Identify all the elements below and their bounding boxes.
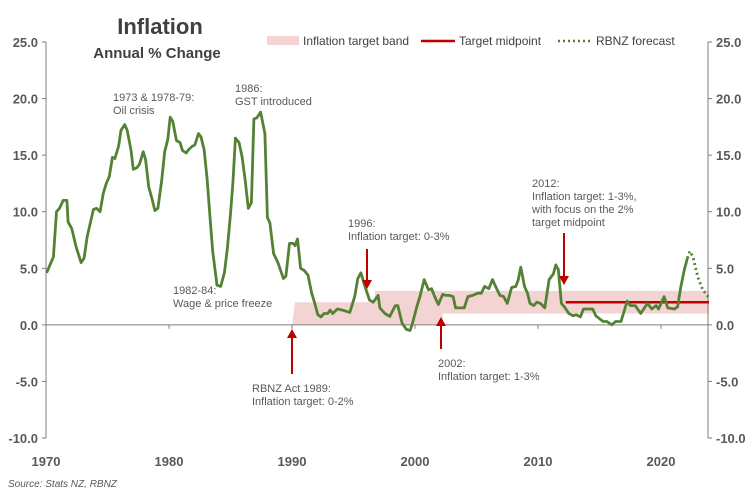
annotation-text: 1986: GST introduced [235, 83, 312, 108]
legend-label-forecast: RBNZ forecast [596, 34, 675, 48]
annotation-text: 1982-84: Wage & price freeze [173, 285, 272, 310]
legend-label-midpoint: Target midpoint [459, 34, 542, 48]
y-tick-label-right: 10.0 [716, 205, 741, 220]
annotation-line: 1986: [235, 83, 263, 95]
arrow-head-icon [559, 276, 569, 285]
annotation-line: target midpoint [532, 217, 605, 229]
annotations: 1973 & 1978-79: Oil crisis 1986: GST introd… [113, 83, 637, 408]
annotation-line: 1973 & 1978-79: [113, 92, 194, 104]
annotation-line: 1982-84: [173, 285, 216, 297]
annotation-text: 1973 & 1978-79: Oil crisis [113, 92, 194, 117]
chart-title: Inflation [117, 14, 203, 39]
annotation: 2002: Inflation target: 1-3% [436, 317, 540, 383]
inflation-line [45, 110, 689, 332]
annotation: RBNZ Act 1989: Inflation target: 0-2% [252, 329, 354, 408]
annotation-line: Wage & price freeze [173, 298, 272, 310]
legend: Inflation target band Target midpoint RB… [267, 34, 675, 48]
arrow-head-icon [436, 317, 446, 326]
y-tick-label-right: -10.0 [716, 431, 746, 446]
y-tick-label-right: 5.0 [716, 261, 734, 276]
y-tick-label-right: 15.0 [716, 148, 741, 163]
annotation-text: 2012: Inflation target: 1-3%, with focus o… [531, 178, 637, 229]
series-layer [45, 110, 711, 332]
axes: -10.0 -10.0 -5.0 -5.0 0.0 0.0 5.0 5.0 10.0 10.0 15… [8, 35, 745, 469]
y-tick-label-left: 20.0 [13, 92, 38, 107]
x-tick-label: 2000 [401, 454, 430, 469]
x-tick-label: 2020 [647, 454, 676, 469]
legend-swatch-band [267, 36, 299, 45]
y-tick-label-right: -5.0 [716, 374, 738, 389]
forecast-line [686, 249, 711, 299]
annotation: 1986: GST introduced [235, 83, 312, 108]
annotation-line: 2002: [438, 358, 466, 370]
annotation-line: RBNZ Act 1989: [252, 383, 331, 395]
y-tick-label-left: 5.0 [20, 261, 38, 276]
annotation-text: RBNZ Act 1989: Inflation target: 0-2% [252, 383, 354, 408]
chart-subtitle: Annual % Change [93, 45, 221, 62]
legend-label-band: Inflation target band [303, 34, 409, 48]
x-tick-label: 1970 [32, 454, 61, 469]
annotation: 1996: Inflation target: 0-3% [348, 218, 450, 289]
annotation: 2012: Inflation target: 1-3%, with focus o… [531, 178, 637, 285]
x-tick-label: 2010 [524, 454, 553, 469]
arrow-head-icon [287, 329, 297, 338]
y-tick-label-left: -10.0 [8, 431, 38, 446]
annotation: 1973 & 1978-79: Oil crisis [113, 92, 194, 117]
annotation-line: with focus on the 2% [531, 204, 634, 216]
annotation-text: 1996: Inflation target: 0-3% [348, 218, 450, 243]
x-tick-label: 1990 [278, 454, 307, 469]
annotation-text: 2002: Inflation target: 1-3% [438, 358, 540, 383]
y-tick-label-left: 0.0 [20, 318, 38, 333]
y-tick-label-left: 15.0 [13, 148, 38, 163]
annotation-line: 1996: [348, 218, 376, 230]
annotation-line: Inflation target: 1-3% [438, 371, 540, 383]
x-tick-label: 1980 [155, 454, 184, 469]
y-tick-label-right: 0.0 [716, 318, 734, 333]
target-band-segment [375, 290, 443, 325]
annotation-line: Oil crisis [113, 105, 155, 117]
annotation-line: Inflation target: 1-3%, [532, 191, 637, 203]
y-tick-label-right: 25.0 [716, 35, 741, 50]
y-tick-label-right: 20.0 [716, 92, 741, 107]
annotation: 1982-84: Wage & price freeze [173, 285, 272, 310]
annotation-line: Inflation target: 0-2% [252, 396, 354, 408]
y-tick-label-left: -5.0 [16, 374, 38, 389]
annotation-line: 2012: [532, 178, 560, 190]
source-note: Source: Stats NZ, RBNZ [8, 479, 118, 490]
y-tick-label-left: 10.0 [13, 205, 38, 220]
y-tick-label-left: 25.0 [13, 35, 38, 50]
annotation-line: Inflation target: 0-3% [348, 231, 450, 243]
arrow-head-icon [362, 280, 372, 289]
annotation-line: GST introduced [235, 96, 312, 108]
